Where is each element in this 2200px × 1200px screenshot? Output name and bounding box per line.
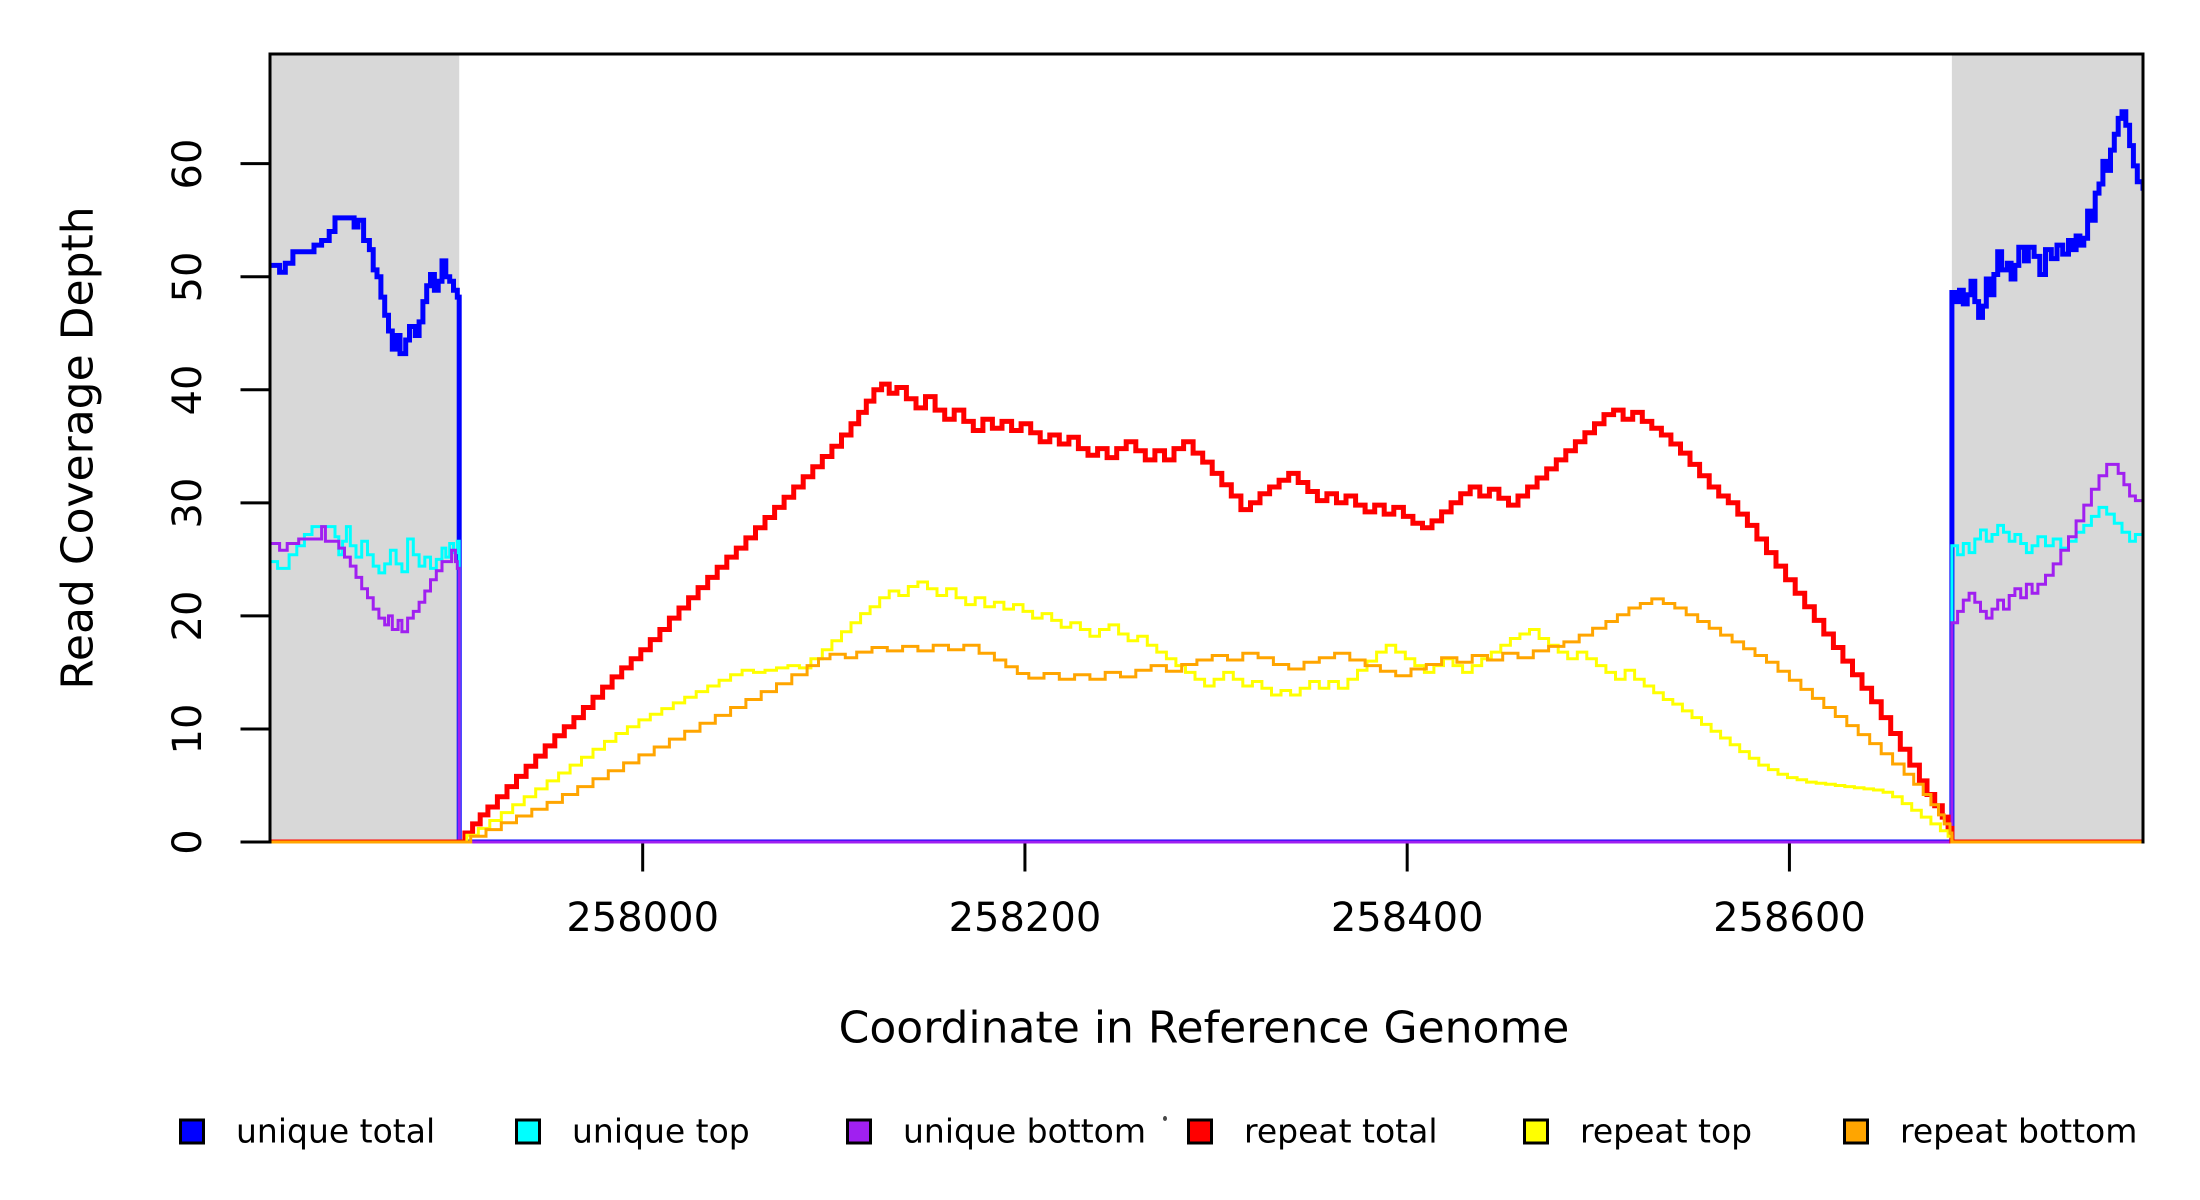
y-tick-label: 20 — [165, 590, 211, 642]
series-unique-top-line — [271, 505, 2142, 844]
y-tick-label: 10 — [165, 703, 211, 755]
series-unique-bottom-line — [271, 462, 2142, 844]
shaded-region-left — [271, 55, 460, 842]
legend-label: unique bottom — [903, 1111, 1147, 1151]
y-tick-label: 30 — [165, 477, 211, 529]
x-axis-title: Coordinate in Reference Genome — [838, 1002, 1570, 1054]
legend-item-unique-total: unique total — [179, 1112, 435, 1151]
legend-item-repeat-total: repeat total — [1187, 1112, 1438, 1151]
legend-swatch-repeat-top — [1523, 1118, 1549, 1144]
x-tick-label: 258400 — [1330, 895, 1484, 941]
legend-label: unique total — [236, 1111, 436, 1151]
x-tick-label: 258600 — [1713, 895, 1866, 941]
x-tick-label: 258200 — [948, 895, 1102, 941]
series-repeat-top-line — [271, 580, 2142, 844]
series-repeat-total-line — [271, 381, 2142, 844]
plot-border — [268, 52, 2145, 844]
stray-dot-artifact — [1163, 1116, 1167, 1121]
y-tick-label: 40 — [165, 364, 211, 416]
legend-item-repeat-top: repeat top — [1523, 1112, 1752, 1151]
y-tick-label: 50 — [165, 251, 211, 303]
y-axis-title: Read Coverage Depth — [52, 206, 104, 690]
legend-label: repeat total — [1244, 1111, 1438, 1151]
legend-item-unique-bottom: unique bottom — [846, 1112, 1146, 1151]
legend-swatch-unique-total — [179, 1118, 205, 1144]
x-tick-label: 258000 — [566, 895, 720, 941]
legend-item-unique-top: unique top — [515, 1112, 750, 1151]
series-repeat-bottom-line — [271, 597, 2142, 844]
legend-item-repeat-bottom: repeat bottom — [1843, 1112, 2137, 1151]
y-tick-label: 0 — [165, 829, 211, 855]
series-unique-total-line — [271, 109, 2142, 844]
legend-swatch-unique-top — [515, 1118, 541, 1144]
legend-label: repeat bottom — [1900, 1111, 2138, 1151]
legend-label: repeat top — [1580, 1111, 1753, 1151]
y-tick-label: 60 — [165, 138, 211, 190]
legend-swatch-unique-bottom — [846, 1118, 872, 1144]
shaded-region-right — [1951, 55, 2142, 842]
legend-swatch-repeat-bottom — [1843, 1118, 1869, 1144]
legend-swatch-repeat-total — [1187, 1118, 1213, 1144]
legend-label: unique top — [572, 1111, 750, 1151]
